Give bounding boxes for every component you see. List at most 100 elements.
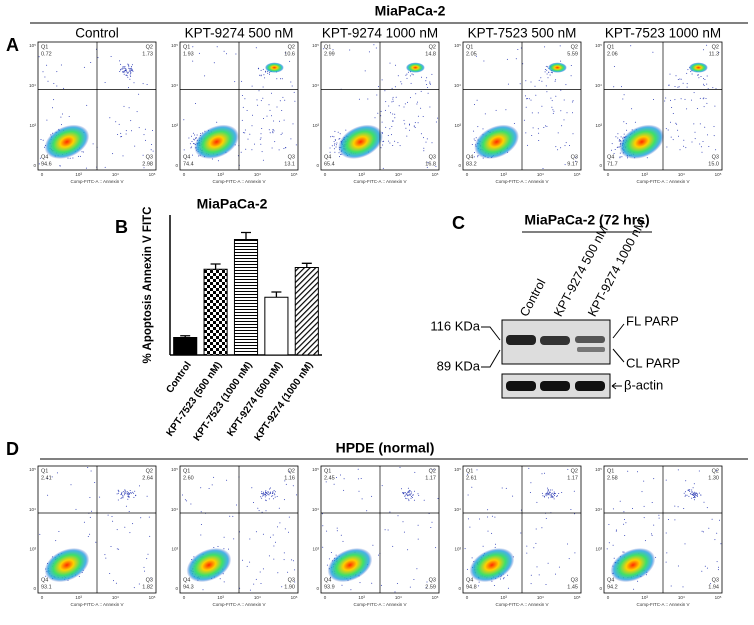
event-dot	[128, 107, 130, 109]
event-dot	[193, 143, 195, 145]
event-dot	[484, 113, 486, 115]
event-dot	[95, 541, 97, 543]
event-dot	[425, 141, 427, 143]
event-dot	[570, 75, 572, 77]
event-dot	[700, 494, 702, 496]
event-dot	[538, 132, 540, 134]
event-dot	[563, 119, 565, 121]
event-dot	[437, 498, 439, 499]
event-dot	[691, 489, 693, 491]
event-dot	[268, 104, 270, 106]
x-tick-label: 0	[41, 595, 44, 600]
y-tick-label: 10⁵	[312, 43, 319, 48]
event-dot	[671, 107, 673, 108]
event-dot	[693, 497, 694, 498]
event-dot	[241, 95, 243, 96]
event-dot	[87, 467, 89, 468]
event-dot	[664, 100, 666, 102]
event-dot	[557, 495, 558, 497]
event-dot	[270, 487, 271, 489]
event-dot	[471, 144, 473, 145]
event-dot	[679, 78, 681, 80]
event-dot	[380, 584, 382, 586]
event-dot	[416, 568, 418, 570]
event-dot	[198, 52, 200, 54]
event-dot	[268, 555, 270, 557]
event-dot	[680, 98, 682, 100]
density-blob	[327, 548, 373, 583]
event-dot	[133, 82, 135, 84]
event-dot	[549, 491, 551, 493]
event-dot	[694, 131, 696, 133]
event-dot	[683, 139, 685, 141]
event-dot	[620, 136, 622, 138]
event-dot	[398, 105, 400, 107]
event-dot	[255, 47, 257, 49]
event-dot	[550, 493, 552, 495]
event-dot	[558, 493, 560, 494]
event-dot	[349, 49, 351, 51]
event-dot	[625, 123, 627, 125]
event-dot	[122, 155, 124, 157]
event-dot	[402, 493, 404, 494]
event-dot	[132, 491, 134, 493]
event-dot	[40, 139, 42, 140]
event-dot	[130, 72, 132, 74]
event-dot	[333, 144, 335, 146]
event-dot	[271, 493, 273, 494]
y-tick-label: 10⁴	[595, 83, 602, 88]
event-dot	[534, 85, 536, 87]
event-dot	[670, 99, 671, 101]
event-dot	[265, 71, 267, 73]
event-dot	[545, 518, 547, 519]
x-axis-label: Comp-FITC-A :: Annexin V	[636, 602, 689, 607]
quadrant-label: Q4	[183, 577, 190, 583]
event-dot	[552, 72, 553, 74]
band	[506, 335, 536, 345]
event-dot	[56, 85, 58, 87]
event-dot	[533, 547, 535, 549]
quadrant-value: 93.9	[324, 584, 335, 590]
x-tick-label: 10⁴	[112, 172, 119, 177]
event-dot	[703, 83, 704, 85]
event-dot	[44, 76, 46, 78]
event-dot	[60, 116, 62, 118]
event-dot	[717, 569, 719, 571]
event-dot	[242, 559, 243, 561]
event-dot	[505, 109, 507, 111]
x-tick-label: 0	[324, 172, 327, 177]
event-dot	[531, 135, 533, 136]
event-dot	[674, 505, 676, 507]
bar	[294, 267, 319, 356]
event-dot	[692, 487, 694, 489]
event-dot	[113, 580, 114, 582]
event-dot	[542, 168, 544, 169]
quadrant-value: 83.2	[466, 161, 477, 167]
quadrant-label: Q3	[146, 577, 153, 583]
event-dot	[622, 551, 624, 553]
event-dot	[614, 149, 616, 150]
event-dot	[334, 151, 336, 153]
event-dot	[39, 157, 41, 159]
event-dot	[397, 142, 399, 144]
event-dot	[251, 125, 253, 127]
event-dot	[295, 144, 297, 146]
event-dot	[389, 142, 391, 144]
event-dot	[694, 138, 696, 140]
event-dot	[651, 533, 652, 535]
event-dot	[223, 581, 225, 583]
event-dot	[360, 478, 362, 479]
event-dot	[538, 140, 540, 141]
density-blob	[469, 548, 515, 583]
event-dot	[469, 526, 471, 528]
marker-pointer	[481, 326, 501, 368]
event-dot	[89, 516, 91, 518]
event-dot	[537, 112, 539, 114]
event-dot	[345, 129, 347, 131]
event-dot	[112, 153, 114, 155]
bar	[264, 296, 289, 356]
x-tick-label: 10³	[217, 595, 224, 600]
event-dot	[409, 494, 411, 496]
event-dot	[375, 47, 377, 49]
y-tick-label: 10⁴	[312, 507, 319, 512]
